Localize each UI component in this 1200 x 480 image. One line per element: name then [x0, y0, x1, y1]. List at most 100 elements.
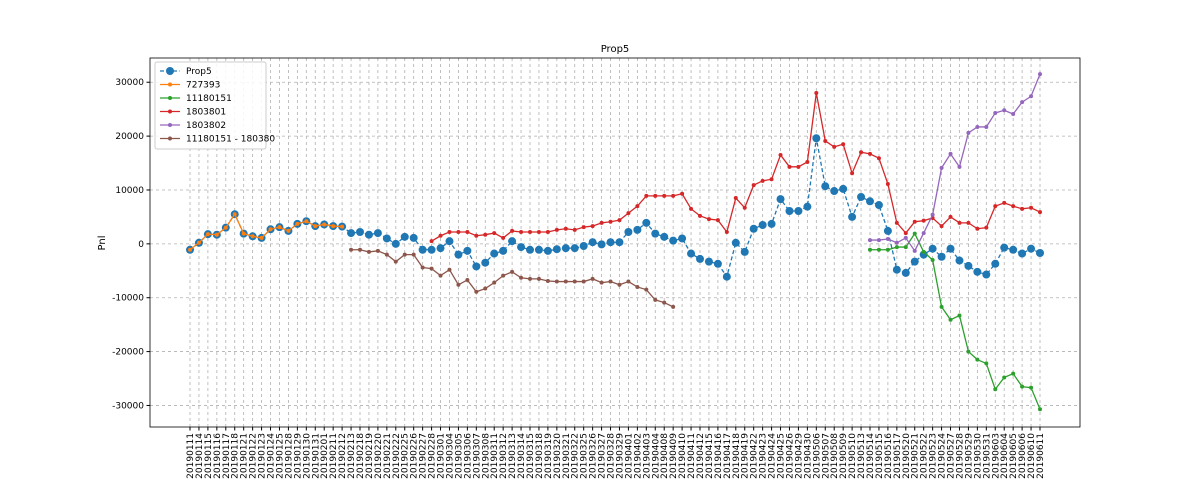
- x-tick-label: 20190122: [249, 433, 259, 479]
- point-marker: [946, 244, 955, 253]
- x-tick-label: 20190418: [732, 433, 742, 479]
- point-marker: [894, 240, 899, 245]
- point-marker: [384, 252, 389, 257]
- point-marker: [1038, 72, 1042, 77]
- point-marker: [868, 238, 872, 243]
- x-tick-label: 20190221: [383, 433, 393, 479]
- point-marker: [740, 247, 749, 256]
- point-marker: [463, 246, 472, 255]
- point-marker: [662, 300, 667, 305]
- point-marker: [984, 361, 989, 366]
- point-marker: [991, 259, 1000, 268]
- point-marker: [1029, 385, 1034, 390]
- point-marker: [984, 225, 989, 230]
- point-marker: [912, 248, 917, 253]
- point-marker: [250, 234, 255, 239]
- point-marker: [608, 279, 613, 284]
- point-marker: [1020, 100, 1025, 105]
- point-marker: [490, 249, 499, 258]
- legend-marker: [168, 123, 172, 127]
- x-tick-label: 20190520: [902, 433, 912, 479]
- point-marker: [400, 232, 409, 241]
- x-tick-label: 20190430: [803, 433, 813, 479]
- point-marker: [510, 228, 515, 233]
- point-marker: [1011, 371, 1016, 376]
- point-marker: [966, 349, 971, 354]
- point-marker: [830, 187, 839, 196]
- point-marker: [832, 144, 837, 149]
- point-marker: [545, 279, 550, 284]
- point-marker: [671, 193, 676, 198]
- point-marker: [382, 234, 391, 243]
- x-tick-label: 20190308: [481, 433, 491, 479]
- x-tick-label: 20190510: [848, 433, 858, 479]
- legend-marker: [168, 136, 172, 141]
- point-marker: [975, 357, 980, 362]
- x-tick-label: 20190424: [768, 433, 778, 479]
- point-marker: [687, 249, 696, 258]
- x-tick-label: 20190211: [329, 433, 339, 479]
- point-marker: [624, 227, 633, 236]
- point-marker: [373, 229, 382, 238]
- x-tick-label: 20190403: [642, 433, 652, 479]
- point-marker: [599, 220, 604, 225]
- point-marker: [874, 201, 883, 210]
- point-marker: [993, 110, 998, 115]
- point-marker: [713, 259, 722, 268]
- point-marker: [492, 231, 497, 236]
- point-marker: [411, 252, 416, 257]
- x-tick-label: 20190409: [669, 433, 679, 479]
- point-marker: [570, 244, 579, 253]
- point-marker: [964, 261, 973, 270]
- x-tick-label: 20190516: [884, 433, 894, 479]
- x-tick-label: 20190220: [374, 433, 384, 479]
- x-tick-label: 20190226: [410, 433, 420, 479]
- point-marker: [1029, 94, 1034, 99]
- point-marker: [1009, 245, 1018, 254]
- point-marker: [966, 220, 971, 225]
- point-marker: [868, 247, 872, 252]
- x-tick-label: 20190610: [1027, 433, 1037, 479]
- point-marker: [973, 267, 982, 276]
- x-tick-label: 20190319: [544, 433, 554, 479]
- point-marker: [796, 164, 801, 169]
- point-marker: [259, 235, 264, 240]
- x-tick-label: 20190509: [839, 433, 849, 479]
- x-tick-label: 20190116: [213, 433, 223, 479]
- legend-label: 1803802: [186, 121, 226, 131]
- point-marker: [885, 236, 890, 241]
- point-marker: [536, 276, 541, 281]
- point-marker: [758, 220, 767, 229]
- point-marker: [1038, 210, 1042, 215]
- point-marker: [358, 247, 362, 252]
- point-marker: [993, 387, 998, 392]
- x-tick-label: 20190129: [293, 433, 303, 479]
- point-marker: [921, 218, 926, 223]
- point-marker: [205, 232, 210, 237]
- point-marker: [1038, 407, 1042, 412]
- point-marker: [536, 229, 541, 234]
- point-marker: [814, 91, 819, 96]
- point-marker: [742, 205, 747, 210]
- point-marker: [465, 229, 470, 234]
- x-tick-label: 20190408: [660, 433, 670, 479]
- point-marker: [769, 177, 774, 182]
- x-tick-label: 20190605: [1009, 433, 1019, 479]
- point-marker: [510, 269, 515, 274]
- point-marker: [805, 159, 810, 164]
- point-marker: [821, 182, 830, 191]
- point-marker: [803, 202, 812, 211]
- point-marker: [1020, 206, 1025, 211]
- x-tick-label: 20190523: [929, 433, 939, 479]
- point-marker: [626, 211, 631, 216]
- point-marker: [277, 225, 282, 230]
- x-tick-label: 20190416: [714, 433, 724, 479]
- point-marker: [517, 243, 526, 252]
- point-marker: [910, 257, 919, 266]
- x-tick-label: 20190301: [437, 433, 447, 479]
- point-marker: [669, 236, 678, 245]
- point-marker: [760, 178, 765, 183]
- point-marker: [599, 280, 604, 285]
- point-marker: [1002, 200, 1007, 205]
